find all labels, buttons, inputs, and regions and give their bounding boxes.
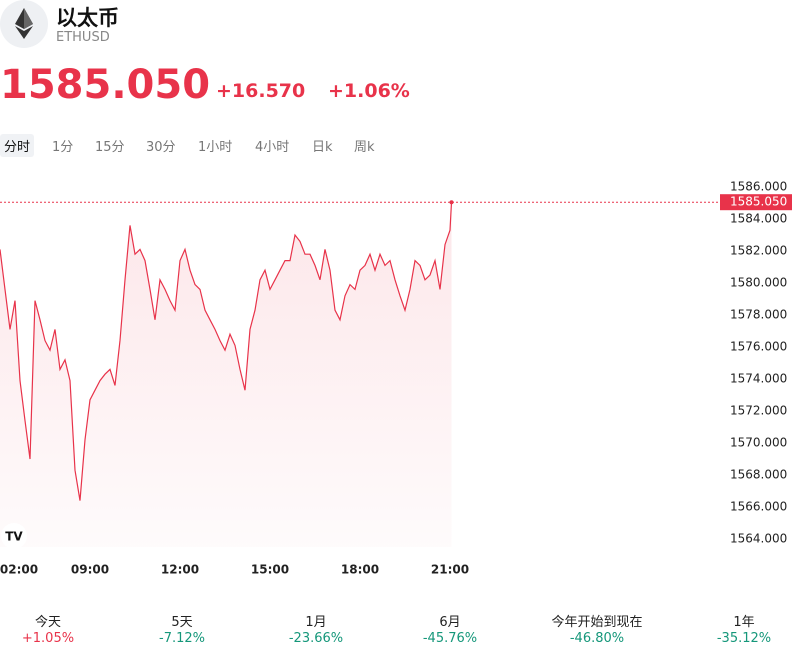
- period-label[interactable]: 1年: [733, 615, 755, 630]
- tab[interactable]: 1小时: [198, 140, 233, 155]
- x-tick-label: 15:00: [251, 563, 289, 577]
- title: 以太币: [56, 6, 119, 30]
- x-tick-label: 02:00: [0, 563, 38, 577]
- period-label[interactable]: 6月: [439, 615, 461, 630]
- period-change[interactable]: -45.76%: [422, 631, 478, 646]
- period-change[interactable]: -46.80%: [569, 631, 625, 646]
- last-price-label: 1585.050: [730, 195, 787, 209]
- y-tick-label: 1576.000: [730, 340, 787, 354]
- period-change[interactable]: -23.66%: [288, 631, 344, 646]
- area: [0, 202, 452, 547]
- tab[interactable]: 周k: [354, 140, 375, 155]
- last-price-tag: [720, 194, 792, 211]
- tab[interactable]: 15分: [95, 140, 125, 155]
- period-change[interactable]: -35.12%: [716, 631, 772, 646]
- period-label[interactable]: 今年开始到现在: [551, 615, 643, 630]
- tab[interactable]: 分时: [0, 134, 35, 157]
- y-tick-label: 1572.000: [730, 404, 787, 418]
- period-change[interactable]: +1.05%: [21, 631, 75, 646]
- svg-text:TV: TV: [5, 530, 23, 544]
- x-tick-label: 21:00: [431, 563, 469, 577]
- x-tick-label: 09:00: [71, 563, 109, 577]
- y-tick-label: 1578.000: [730, 308, 787, 322]
- tv-logo: TV: [1, 523, 27, 549]
- period-label[interactable]: 5天: [171, 615, 193, 630]
- y-tick-label: 1584.000: [730, 212, 787, 226]
- period-label[interactable]: 今天: [34, 615, 61, 630]
- period-label[interactable]: 1月: [305, 615, 327, 630]
- y-tick-label: 1564.000: [730, 532, 787, 546]
- x-tick-label: 18:00: [341, 563, 379, 577]
- y-tick-label: 1568.000: [730, 468, 787, 482]
- y-tick-label: 1586.000: [730, 180, 787, 194]
- tab[interactable]: 4小时: [255, 140, 290, 155]
- tab[interactable]: 1分: [52, 140, 74, 155]
- price: 1585.050: [0, 62, 211, 108]
- y-tick-label: 1580.000: [730, 276, 787, 290]
- x-tick-label: 12:00: [161, 563, 199, 577]
- y-tick-label: 1574.000: [730, 372, 787, 386]
- period-change[interactable]: -7.12%: [159, 631, 205, 646]
- tab[interactable]: 30分: [146, 140, 176, 155]
- last-point: [449, 200, 454, 205]
- tab[interactable]: 日k: [312, 140, 333, 155]
- eth-logo: [15, 8, 33, 39]
- y-tick-label: 1570.000: [730, 436, 787, 450]
- y-tick-label: 1566.000: [730, 500, 787, 514]
- y-tick-label: 1582.000: [730, 244, 787, 258]
- price-line: [0, 202, 453, 501]
- symbol: ETHUSD: [56, 30, 110, 45]
- change: +16.570: [216, 80, 306, 102]
- change-pct: +1.06%: [328, 80, 410, 102]
